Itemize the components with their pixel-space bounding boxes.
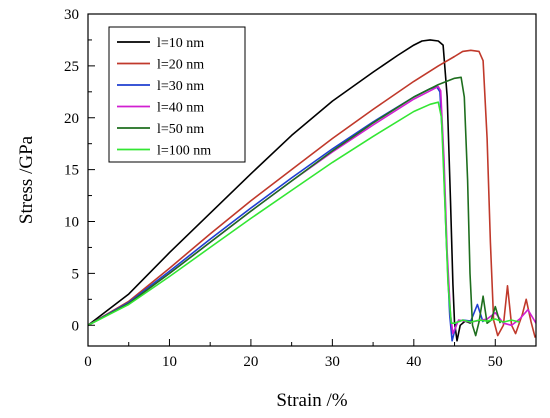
y-tick-label: 20 bbox=[64, 111, 79, 127]
legend-label-l-50-nm: l=50 nm bbox=[157, 122, 204, 137]
series-line-l-20-nm bbox=[88, 49, 536, 338]
series-line-l-50-nm bbox=[88, 76, 501, 337]
legend: l=10 nm l=20 nm l=30 nm l=40 nm l=50 nm l=100… bbox=[108, 26, 246, 163]
x-axis-ticks: 0 10 20 30 40 50 bbox=[84, 339, 503, 370]
series-layer bbox=[88, 39, 536, 342]
x-axis-title: Strain /% bbox=[276, 390, 347, 411]
series-line-l-10-nm bbox=[88, 39, 472, 342]
x-tick-label: 10 bbox=[162, 354, 177, 370]
y-tick-label: 25 bbox=[64, 59, 79, 75]
x-tick-label: 40 bbox=[406, 354, 421, 370]
x-tick-label: 20 bbox=[243, 354, 258, 370]
y-tick-label: 10 bbox=[64, 215, 79, 231]
legend-label-l-30-nm: l=30 nm bbox=[157, 79, 204, 94]
x-tick-label: 30 bbox=[325, 354, 340, 370]
plot-frame bbox=[87, 13, 537, 347]
series-line-l-100-nm bbox=[88, 101, 520, 327]
y-axis-title: Stress /GPa bbox=[16, 135, 37, 224]
y-tick-label: 15 bbox=[64, 163, 79, 179]
legend-label-l-100-nm: l=100 nm bbox=[157, 144, 211, 159]
legend-label-l-10-nm: l=10 nm bbox=[157, 36, 204, 51]
x-tick-label: 0 bbox=[84, 354, 92, 370]
legend-label-l-40-nm: l=40 nm bbox=[157, 101, 204, 116]
y-tick-label: 0 bbox=[72, 318, 80, 334]
legend-label-l-20-nm: l=20 nm bbox=[157, 58, 204, 73]
y-axis-ticks: 0 5 10 15 20 25 30 bbox=[64, 7, 95, 334]
x-tick-label: 50 bbox=[488, 354, 503, 370]
y-tick-label: 5 bbox=[72, 266, 80, 282]
y-tick-label: 30 bbox=[64, 7, 79, 23]
legend-box bbox=[108, 26, 246, 163]
